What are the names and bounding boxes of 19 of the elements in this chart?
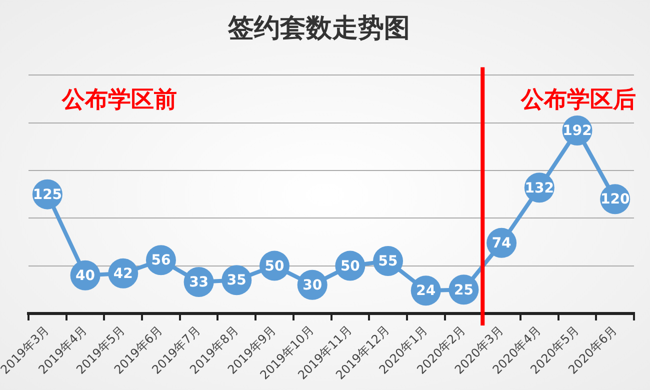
data-label: 74 <box>492 236 512 252</box>
data-label: 120 <box>600 192 630 208</box>
annotation: 公布学区后 <box>521 86 636 115</box>
data-label: 35 <box>226 272 246 289</box>
chart-title: 签约套数走势图 <box>227 13 410 44</box>
data-label: 30 <box>302 278 322 294</box>
data-label: 40 <box>76 268 96 284</box>
data-label: 25 <box>454 282 474 298</box>
data-label: 50 <box>264 258 284 274</box>
data-label: 42 <box>113 266 133 282</box>
data-label: 125 <box>32 186 62 203</box>
data-label: 50 <box>340 258 360 274</box>
data-label: 192 <box>562 123 592 140</box>
data-label: 56 <box>151 252 171 269</box>
annotation: 公布学区前 <box>62 86 177 115</box>
data-label: 24 <box>416 283 436 300</box>
data-label: 33 <box>189 274 209 291</box>
data-label: 55 <box>378 254 398 270</box>
data-label: 132 <box>524 180 554 196</box>
